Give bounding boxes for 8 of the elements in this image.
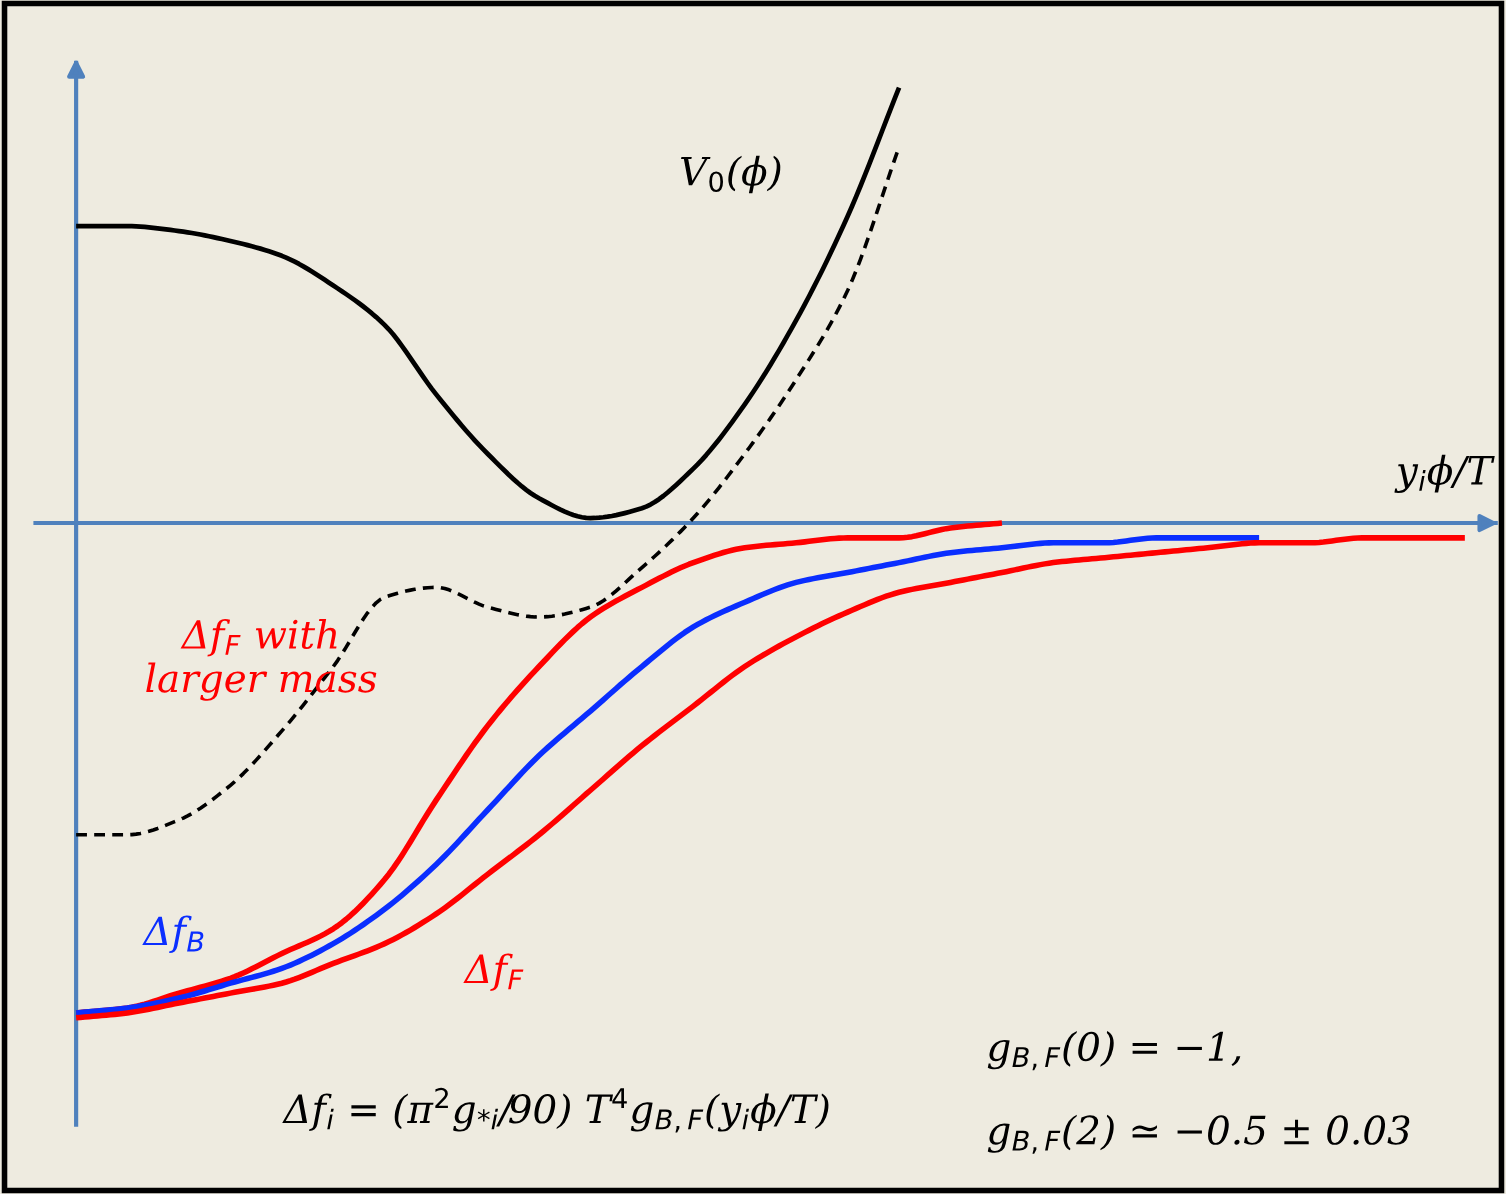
series-label: V$_{0}$(ϕ) — [681, 155, 781, 194]
text: g$_{B,F}$(0) = −1, — [987, 1031, 1241, 1071]
series-label: Δf$_{F}$ — [463, 953, 524, 992]
text: g$_{B,F}$(2) ≃ −0.5 ± 0.03 — [987, 1114, 1410, 1154]
series-label: Δf$_{B}$ — [142, 915, 204, 954]
text: Δf$_{F}$ with larger mass — [146, 618, 377, 701]
x-axis-title: y$_{i}$ϕ/T — [1394, 454, 1495, 494]
text: Δf$_{i}$ = (π$^{2}$g$_{*i}$/90) T$^{4}$g$_{B,F}$(y$_{i}$ϕ/T) — [282, 1087, 829, 1133]
